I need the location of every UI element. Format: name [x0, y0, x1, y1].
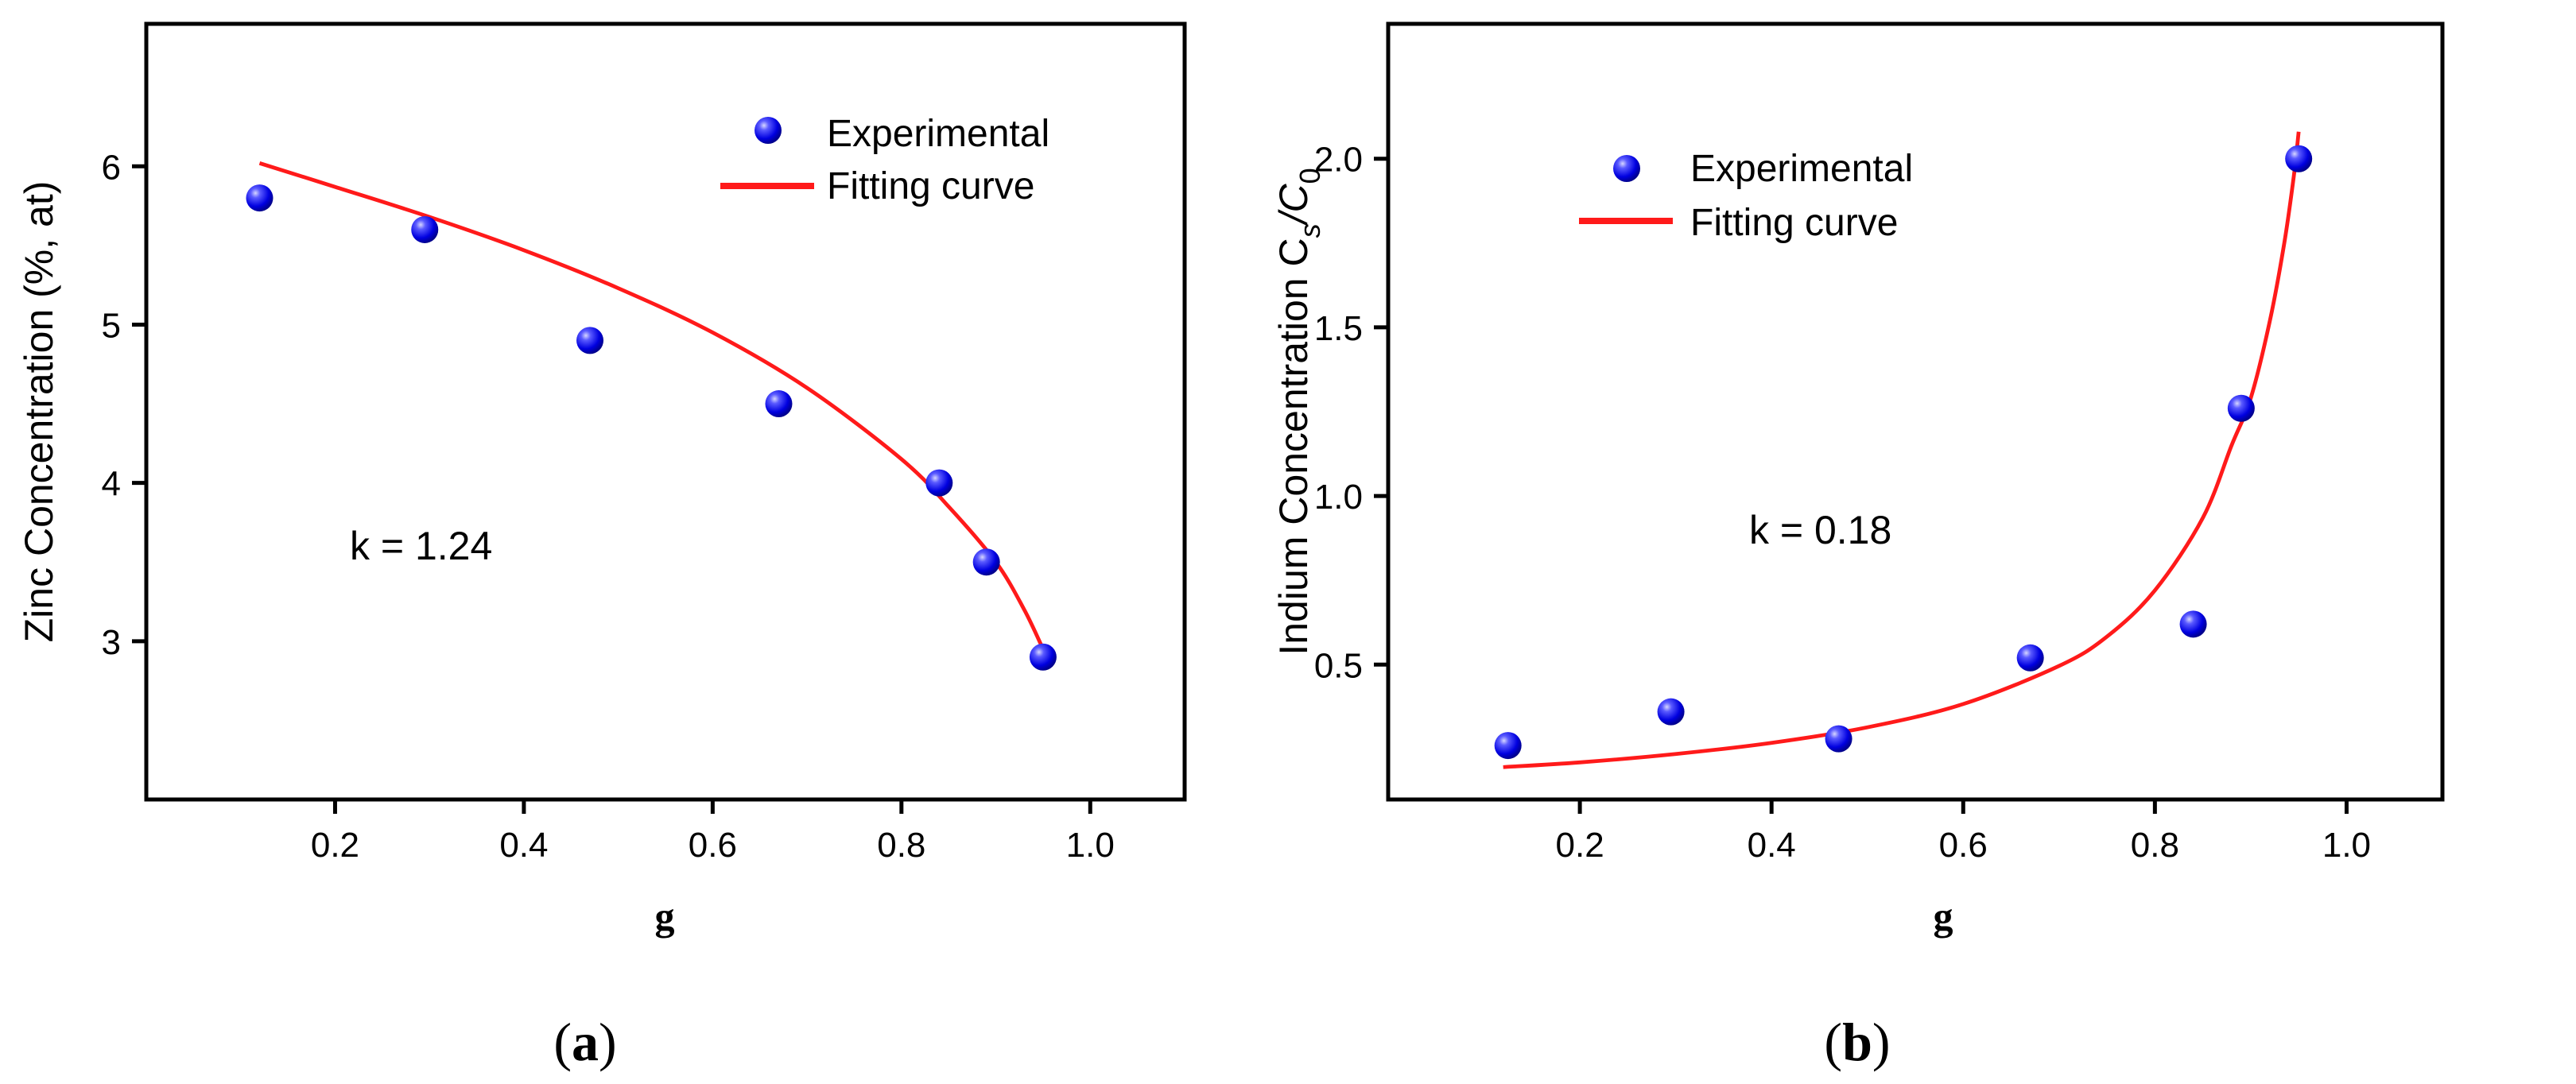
legend-marker-experimental-a [755, 117, 782, 144]
data-point [1657, 698, 1685, 726]
y-axis-label-a: Zinc Concentration (%, at) [17, 181, 61, 643]
data-point [1494, 732, 1522, 760]
panel-label-b: (b) [1824, 1012, 1890, 1072]
x-tick-label: 0.4 [499, 826, 548, 865]
x-tick-label: 0.6 [1939, 826, 1988, 865]
x-tick-label: 0.4 [1748, 826, 1796, 865]
data-point [765, 390, 793, 418]
legend-label-experimental-a: Experimental [827, 113, 1049, 155]
x-tick-label: 0.8 [2131, 826, 2179, 865]
data-point [2227, 394, 2255, 422]
y-tick-label: 0.5 [1314, 646, 1363, 685]
y-tick-label: 1.5 [1314, 309, 1363, 348]
legend-label-fitting-b: Fitting curve [1690, 202, 1898, 244]
panel-label-a: (a) [553, 1012, 616, 1072]
fitting-curve-a [258, 161, 1046, 650]
experimental-points-a [246, 184, 1057, 671]
fitting-curve-b [1503, 131, 2301, 769]
y-tick-label: 2.0 [1314, 141, 1363, 180]
experimental-points-b [1494, 145, 2313, 760]
data-point [576, 327, 604, 354]
y-ticks-a: 3 4 5 6 [102, 148, 146, 662]
data-point [2016, 644, 2044, 672]
x-tick-label: 1.0 [2322, 826, 2371, 865]
plot-frame-b [1386, 21, 2445, 802]
legend-label-fitting-a: Fitting curve [827, 165, 1034, 207]
x-tick-label: 0.2 [311, 826, 359, 865]
x-axis-label-a: g [655, 894, 675, 939]
y-tick-label: 6 [102, 148, 121, 187]
x-axis-label-b: g [1934, 894, 1953, 939]
y-tick-label: 4 [102, 465, 121, 504]
y-axis-label-b: Indium Concentration Cs/C0 [1271, 168, 1326, 655]
y-ticks-b: 0.5 1.0 1.5 2.0 [1314, 141, 1388, 685]
data-point [2179, 610, 2207, 638]
data-point [246, 184, 274, 212]
data-point [2285, 145, 2313, 172]
y-tick-label: 5 [102, 306, 121, 345]
legend-a: Experimental Fitting curve [720, 113, 1049, 207]
chart-panel-a: 3 4 5 6 0.2 0.4 0.6 0.8 1.0 Experimental Fittin… [17, 21, 1187, 1072]
x-tick-label: 0.8 [877, 826, 925, 865]
x-tick-label: 0.6 [689, 826, 737, 865]
data-point [925, 469, 953, 497]
legend-marker-experimental-b [1613, 155, 1640, 182]
y-tick-label: 3 [102, 623, 121, 662]
data-point [1825, 725, 1852, 753]
x-ticks-a: 0.2 0.4 0.6 0.8 1.0 [311, 799, 1115, 865]
data-point [972, 548, 1000, 576]
annotation-k-a: k = 1.24 [350, 524, 492, 568]
legend-label-experimental-b: Experimental [1690, 148, 1913, 190]
chart-panel-b: 0.5 1.0 1.5 2.0 0.2 0.4 0.6 0.8 1.0 Experimenta… [1271, 21, 2445, 1072]
data-point [411, 215, 439, 243]
y-tick-label: 1.0 [1314, 478, 1363, 517]
plot-frame-a [144, 21, 1187, 802]
data-point [1029, 643, 1057, 671]
legend-b: Experimental Fitting curve [1579, 148, 1913, 244]
annotation-k-b: k = 0.18 [1749, 508, 1891, 552]
x-tick-label: 0.2 [1556, 826, 1604, 865]
x-tick-label: 1.0 [1066, 826, 1115, 865]
x-ticks-b: 0.2 0.4 0.6 0.8 1.0 [1556, 799, 2371, 865]
